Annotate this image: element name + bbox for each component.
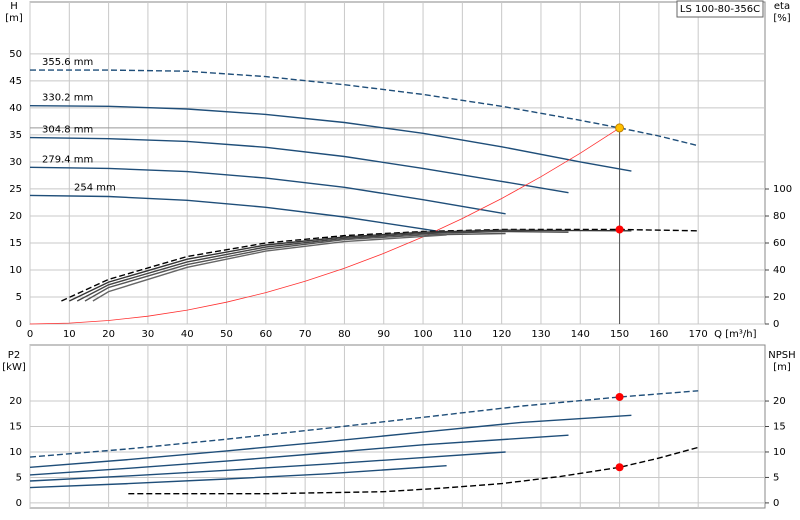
curve <box>76 230 569 302</box>
curve <box>29 105 632 172</box>
y-tick-label: 5 <box>16 472 22 483</box>
y-tick-label: 40 <box>9 103 22 114</box>
operating-point <box>615 123 625 133</box>
operating-point <box>615 463 624 472</box>
y-axis-label: H <box>10 1 18 12</box>
y2-tick-label: 60 <box>773 238 786 249</box>
y-tick-label: 0 <box>16 498 22 509</box>
y-tick-label: 25 <box>9 184 22 195</box>
curve-label: 330.2 mm <box>42 93 93 104</box>
y2-tick-label: 15 <box>773 422 786 433</box>
y-axis-label: [kW] <box>2 362 26 373</box>
curve <box>29 166 506 215</box>
y2-tick-label: 0 <box>773 498 779 509</box>
x-tick-label: 60 <box>259 329 272 340</box>
curve <box>29 434 569 476</box>
x-tick-label: 50 <box>220 329 233 340</box>
x-tick-label: 10 <box>63 329 76 340</box>
x-tick-label: 100 <box>414 329 433 340</box>
x-tick-label: 30 <box>142 329 155 340</box>
curve <box>92 234 447 302</box>
chart-title: LS 100-80-356C <box>680 4 760 15</box>
y-tick-label: 45 <box>9 76 22 87</box>
y2-axis-label: NPSH <box>768 350 795 361</box>
x-tick-label: 0 <box>27 329 33 340</box>
y-axis-label: P2 <box>8 350 20 361</box>
curve <box>84 232 506 302</box>
x-tick-label: 90 <box>377 329 390 340</box>
curve-label: 254 mm <box>74 182 116 193</box>
y2-axis-label: [m] <box>773 362 791 373</box>
y-tick-label: 30 <box>9 157 22 168</box>
x-tick-label: 130 <box>531 329 550 340</box>
y2-tick-label: 80 <box>773 211 786 222</box>
y2-tick-label: 100 <box>773 184 792 195</box>
curve-label: 304.8 mm <box>42 125 93 136</box>
x-tick-label: 120 <box>492 329 511 340</box>
curve <box>128 446 699 495</box>
x-tick-label: 20 <box>102 329 115 340</box>
y-tick-label: 35 <box>9 130 22 141</box>
y-tick-label: 5 <box>16 292 22 303</box>
x-tick-label: 140 <box>571 329 590 340</box>
y2-tick-label: 10 <box>773 447 786 458</box>
x-tick-label: 40 <box>181 329 194 340</box>
x-tick-label: 150 <box>610 329 629 340</box>
y2-tick-label: 0 <box>773 319 779 330</box>
curve <box>29 451 506 482</box>
title-box <box>676 0 764 18</box>
x-tick-label: 80 <box>338 329 351 340</box>
y-tick-label: 50 <box>9 49 22 60</box>
y2-tick-label: 5 <box>773 472 779 483</box>
curve <box>29 127 620 325</box>
x-tick-label: 70 <box>299 329 312 340</box>
x-tick-label: 170 <box>689 329 708 340</box>
y-tick-label: 10 <box>9 447 22 458</box>
y-tick-label: 10 <box>9 265 22 276</box>
curve-label: 279.4 mm <box>42 154 93 165</box>
y-tick-label: 0 <box>16 319 22 330</box>
curve <box>29 194 447 234</box>
operating-point <box>615 392 624 401</box>
curve <box>29 136 569 194</box>
curve <box>29 414 632 468</box>
curve <box>29 390 699 458</box>
y2-axis-label: eta <box>774 1 790 12</box>
x-tick-label: 110 <box>453 329 472 340</box>
y-tick-label: 15 <box>9 422 22 433</box>
operating-point <box>615 225 624 234</box>
y2-tick-label: 20 <box>773 396 786 407</box>
y-tick-label: 20 <box>9 211 22 222</box>
x-tick-label: 160 <box>649 329 668 340</box>
y-tick-label: 20 <box>9 396 22 407</box>
x-axis-label: Q [m³/h] <box>714 329 756 340</box>
y-tick-label: 15 <box>9 238 22 249</box>
curve <box>68 229 632 302</box>
curve <box>29 465 447 489</box>
y2-tick-label: 20 <box>773 292 786 303</box>
y-axis-label: [m] <box>5 13 23 24</box>
y2-axis-label: [%] <box>773 13 790 24</box>
curve <box>30 69 699 147</box>
y2-tick-label: 40 <box>773 265 786 276</box>
curve-label: 355.6 mm <box>42 57 93 68</box>
curve <box>61 228 699 302</box>
